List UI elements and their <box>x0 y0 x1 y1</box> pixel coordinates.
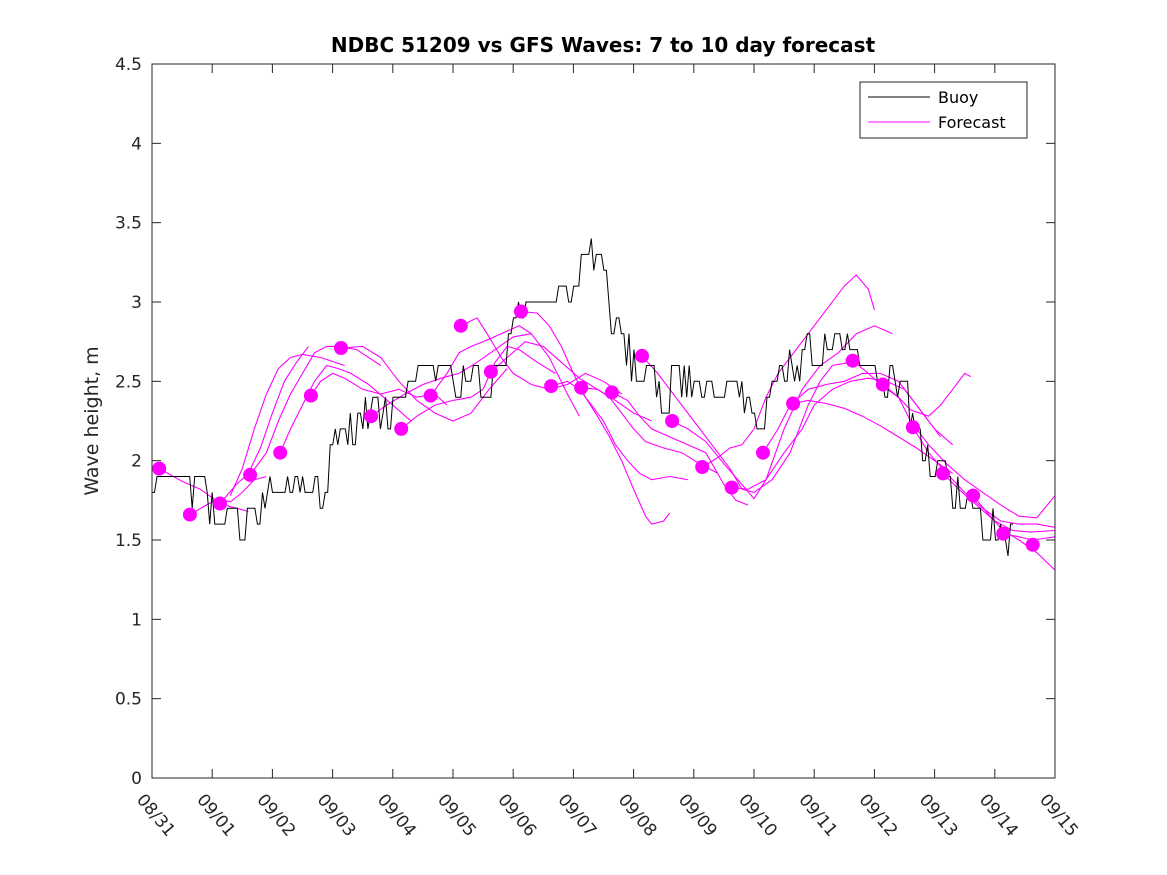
x-tick-label: 09/14 <box>975 790 1022 840</box>
forecast-line <box>762 372 954 453</box>
y-axis-label: Wave height, m <box>81 346 103 495</box>
forecast-marker <box>756 445 770 460</box>
forecast-marker <box>724 480 739 495</box>
forecast-line <box>1003 533 1055 541</box>
x-tick-label: 09/12 <box>855 790 902 840</box>
forecast-line <box>370 333 532 417</box>
buoy-line <box>152 238 1013 556</box>
x-tick-label: 09/09 <box>674 790 721 840</box>
forecast-marker <box>996 526 1011 541</box>
forecast-line <box>792 399 954 474</box>
y-tick-label: 4 <box>131 134 142 154</box>
forecast-line <box>701 274 875 468</box>
forecast-line <box>671 325 893 500</box>
y-tick-label: 2.5 <box>115 372 142 392</box>
forecast-line <box>581 387 719 474</box>
x-tick-label: 09/08 <box>614 790 661 840</box>
plot-area <box>152 238 1055 571</box>
forecast-marker <box>966 488 981 503</box>
forecast-marker <box>423 388 438 403</box>
y-tick-label: 2 <box>131 452 142 472</box>
forecast-marker <box>364 409 379 424</box>
forecast-line <box>219 346 309 504</box>
x-tick-label: 09/07 <box>554 790 601 840</box>
x-tick-label: 09/01 <box>192 790 239 840</box>
forecast-marker <box>182 507 197 522</box>
forecast-marker <box>665 414 680 428</box>
plot-frame <box>151 63 1056 779</box>
x-tick-label: 09/03 <box>313 790 360 840</box>
y-tick-label: 1.5 <box>115 531 142 551</box>
forecast-line <box>912 427 1055 528</box>
x-tick-label: 09/05 <box>433 790 480 840</box>
y-tick-label: 4.5 <box>115 55 142 75</box>
forecast-marker <box>273 445 288 460</box>
forecast-line <box>430 325 580 417</box>
x-tick-label: 09/11 <box>794 790 841 840</box>
forecast-line <box>852 360 971 417</box>
x-tick-label: 09/10 <box>734 790 781 840</box>
forecast-marker <box>845 353 860 368</box>
legend: Buoy Forecast <box>859 81 1028 139</box>
forecast-marker <box>514 304 528 319</box>
x-tick-label: 08/31 <box>132 790 179 840</box>
y-tick-label: 1 <box>131 610 142 630</box>
forecast-line <box>460 317 622 395</box>
forecast-line <box>882 384 1055 519</box>
forecast-marker <box>875 377 890 392</box>
forecast-marker <box>544 379 559 394</box>
legend-forecast-label: Forecast <box>938 113 1006 132</box>
forecast-marker <box>905 420 920 435</box>
forecast-marker <box>695 460 710 474</box>
forecast-line <box>279 364 412 453</box>
forecast-line <box>229 353 345 496</box>
chart-title: NDBC 51209 vs GFS Waves: 7 to 10 day for… <box>331 33 876 57</box>
forecast-marker <box>152 461 167 476</box>
forecast-marker <box>453 318 468 333</box>
forecast-marker <box>334 341 348 355</box>
forecast-line <box>340 345 508 422</box>
forecast-marker <box>483 364 498 379</box>
forecast-marker <box>1025 537 1040 552</box>
forecast-marker <box>303 388 318 403</box>
forecast-marker <box>936 466 950 481</box>
forecast-marker <box>786 396 801 411</box>
forecast-marker <box>213 496 227 511</box>
x-tick-label: 09/13 <box>915 790 962 840</box>
y-tick-label: 3 <box>131 293 142 313</box>
y-tick-label: 0.5 <box>115 690 142 710</box>
x-tick-label: 09/02 <box>253 790 300 840</box>
y-tick-label: 0 <box>131 769 142 789</box>
forecast-line <box>490 341 652 422</box>
series-layer <box>152 238 1055 571</box>
forecast-line <box>400 345 556 430</box>
forecast-marker <box>574 380 589 395</box>
x-tick-label: 09/15 <box>1035 790 1082 840</box>
x-tick-label: 09/06 <box>493 790 540 840</box>
legend-buoy-label: Buoy <box>938 88 978 107</box>
forecast-marker <box>604 385 619 400</box>
forecast-line <box>520 310 671 525</box>
forecast-marker <box>243 467 258 482</box>
x-tick-label: 09/04 <box>373 790 420 840</box>
legend-box <box>859 81 1028 139</box>
y-tick-label: 3.5 <box>115 214 142 234</box>
forecast-marker <box>394 421 409 436</box>
forecast-marker <box>635 348 649 363</box>
